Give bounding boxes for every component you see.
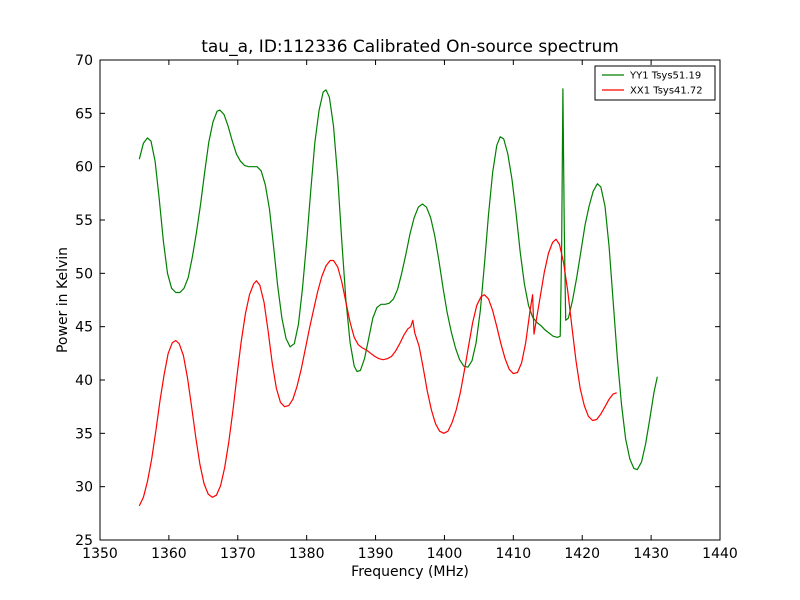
x-tick-label: 1430 — [633, 546, 669, 562]
y-tick-label: 50 — [75, 266, 93, 282]
y-tick-label: 30 — [75, 480, 93, 496]
x-tick-label: 1410 — [496, 546, 532, 562]
legend-label-1: YY1 Tsys51.19 — [629, 71, 701, 82]
series-line-2 — [138, 238, 617, 507]
chart-title: tau_a, ID:112336 Calibrated On-source sp… — [201, 37, 619, 57]
x-axis-label: Frequency (MHz) — [351, 564, 469, 580]
y-axis-label: Power in Kelvin — [55, 247, 71, 353]
x-tick-label: 1390 — [358, 546, 394, 562]
legend-label-2: XX1 Tsys41.72 — [630, 86, 703, 97]
x-tick-label: 1400 — [427, 546, 463, 562]
y-tick-label: 25 — [75, 533, 93, 549]
x-tick-label: 1360 — [151, 546, 187, 562]
x-tick-label: 1350 — [82, 546, 118, 562]
legend: YY1 Tsys51.19 XX1 Tsys41.72 — [594, 65, 716, 101]
series-layer — [138, 88, 658, 507]
x-tick-label: 1380 — [289, 546, 325, 562]
plot-frame — [99, 59, 721, 541]
y-tick-label: 60 — [75, 160, 93, 176]
x-axis: 1350 1360 1370 1380 1390 1400 1410 1420 1430 1440 — [82, 60, 738, 562]
legend-box — [594, 65, 716, 101]
x-tick-label: 1440 — [702, 546, 738, 562]
x-tick-label: 1370 — [220, 546, 256, 562]
series-line-1 — [138, 88, 658, 471]
y-tick-label: 45 — [75, 320, 93, 336]
y-axis: 25 30 35 40 45 50 55 60 65 70 — [75, 53, 720, 549]
y-tick-label: 35 — [75, 426, 93, 442]
y-tick-label: 70 — [75, 53, 93, 69]
y-tick-label: 40 — [75, 373, 93, 389]
y-tick-label: 55 — [75, 213, 93, 229]
y-tick-label: 65 — [75, 106, 93, 122]
x-tick-label: 1420 — [564, 546, 600, 562]
